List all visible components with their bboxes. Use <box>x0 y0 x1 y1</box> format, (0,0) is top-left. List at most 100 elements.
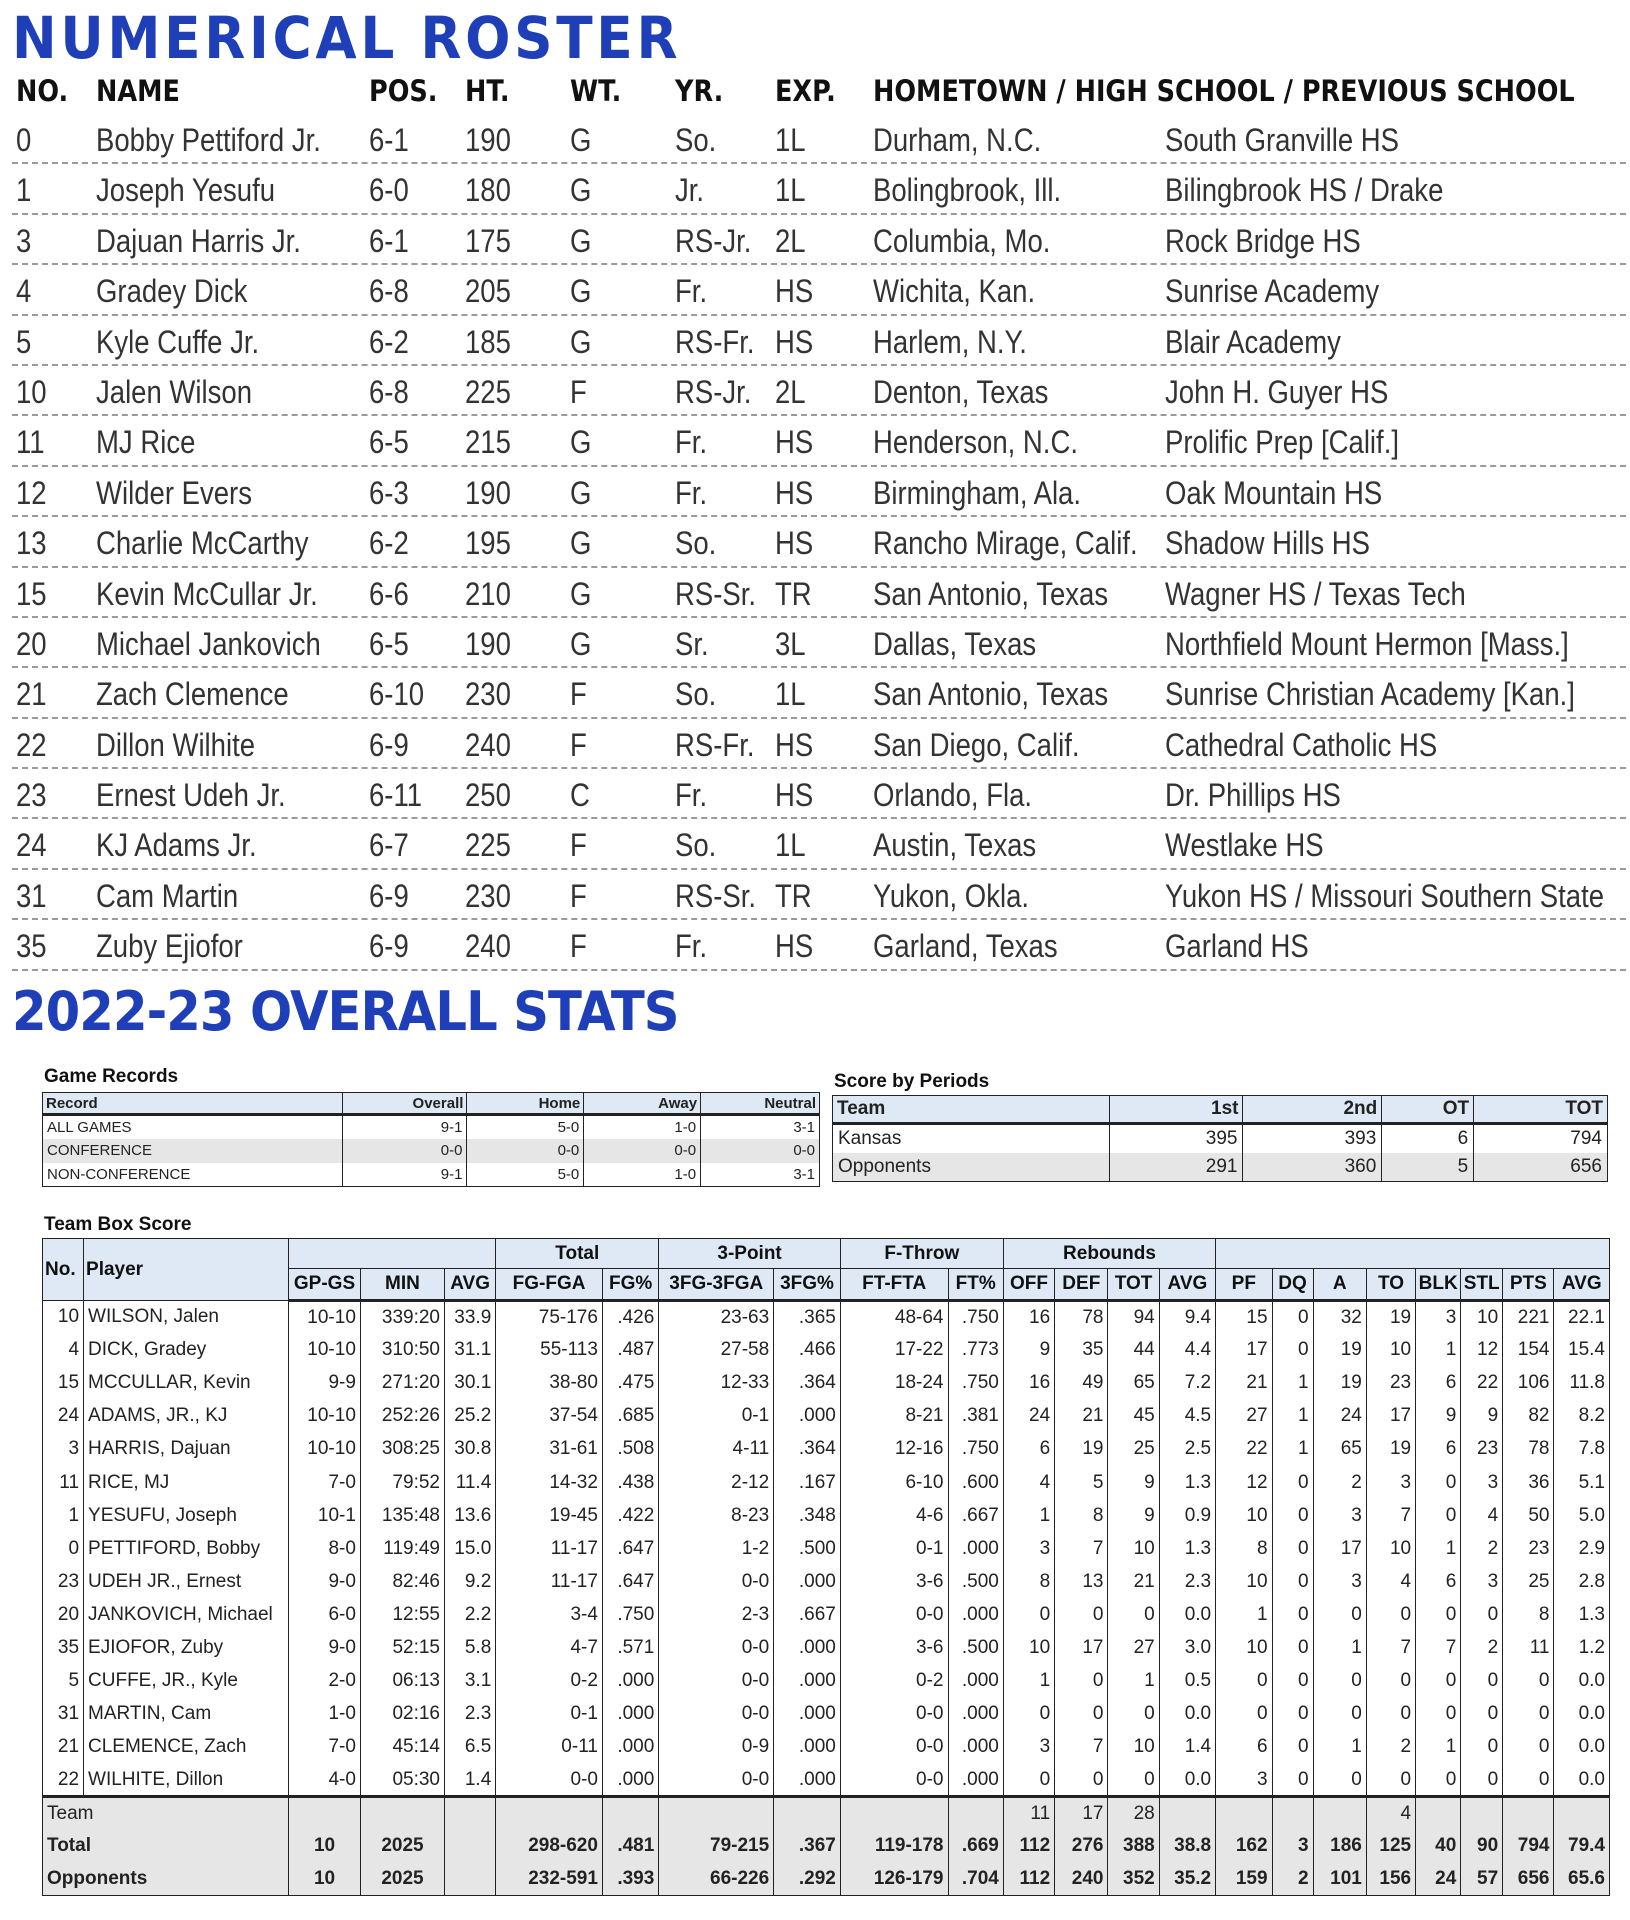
player-hometown: Wichita, Kan. <box>873 273 1036 310</box>
bs-stat-value: 3 <box>1460 1465 1504 1500</box>
bs-stat-value: 10 <box>1460 1300 1504 1334</box>
bs-stat-value: .000 <box>773 1399 841 1433</box>
roster-row: 12 Wilder Evers 6-3 190 G Fr. HS Birmingham, Al… <box>12 467 1626 518</box>
bs-stat-value: 7 <box>1365 1499 1417 1533</box>
bs-stat-value: 2 <box>1365 1730 1417 1764</box>
bs-stat-value: 78 <box>1054 1300 1109 1334</box>
bs-stat-value: 1.3 <box>1158 1465 1217 1500</box>
bs-stat-value: 19 <box>1365 1300 1417 1334</box>
player-no: 31 <box>16 877 47 914</box>
bs-stat-value: 7-0 <box>288 1730 361 1764</box>
bs-stat-value: 23-63 <box>658 1300 775 1334</box>
bs-stat-value: 9 <box>1002 1333 1056 1367</box>
bs-stat-value: .500 <box>947 1565 1004 1599</box>
bs-stat-value: 65 <box>1107 1366 1160 1400</box>
score-by-periods-table: Team 1st 2nd OT TOT Kansas 395 393 6 794 Oppo… <box>832 1095 1608 1182</box>
bs-stat-value: 78 <box>1502 1432 1555 1466</box>
totals-value: 232-591 <box>495 1862 603 1896</box>
bs-stat-value: 30.1 <box>443 1366 497 1400</box>
record-value: 0-0 <box>341 1138 468 1163</box>
player-exp: 1L <box>775 172 806 209</box>
bs-stat-value: .571 <box>601 1631 660 1665</box>
player-yr: RS-Sr. <box>675 575 757 612</box>
player-no: 24 <box>16 827 47 864</box>
bs-stat-value: .000 <box>773 1631 841 1665</box>
bs-player-no: 35 <box>41 1631 85 1665</box>
bs-stat-value: 37-54 <box>495 1399 603 1433</box>
bs-col-header: OFF <box>1002 1268 1056 1302</box>
totals-value: 57 <box>1460 1862 1504 1896</box>
bs-stat-value: 1-0 <box>288 1697 361 1731</box>
bs-stat-value: 21 <box>1054 1399 1109 1433</box>
player-pos: 6-8 <box>369 273 409 310</box>
bs-stat-value: 10 <box>1002 1631 1056 1665</box>
totals-value <box>443 1862 497 1896</box>
totals-value: .367 <box>773 1829 841 1863</box>
bs-stat-value: 0-0 <box>658 1697 775 1731</box>
bs-col-header: AVG <box>1158 1268 1217 1302</box>
bs-stat-value: 19 <box>1365 1432 1417 1466</box>
bs-stat-value: 1.4 <box>1158 1730 1217 1764</box>
sp-header-1st: 1st <box>1108 1095 1244 1125</box>
player-yr: RS-Fr. <box>675 323 755 360</box>
player-pos: 6-7 <box>369 827 409 864</box>
player-exp: HS <box>775 273 814 310</box>
bs-stat-value: 15.4 <box>1553 1333 1610 1367</box>
bs-col-header: AVG <box>1553 1268 1610 1302</box>
player-hometown: Bolingbrook, Ill. <box>873 172 1062 209</box>
bs-stat-value: 0 <box>1415 1465 1462 1500</box>
player-wt: C <box>570 777 590 814</box>
player-no: 23 <box>16 777 47 814</box>
bs-stat-value: .773 <box>947 1333 1004 1367</box>
player-ht: 190 <box>465 474 511 511</box>
bs-stat-value: 2-0 <box>288 1664 361 1698</box>
period-team: Kansas <box>832 1123 1110 1153</box>
empty-cell <box>1415 1796 1462 1830</box>
bs-stat-value: 65 <box>1312 1432 1367 1466</box>
player-exp: TR <box>775 877 812 914</box>
player-wt: F <box>570 827 587 864</box>
bs-group-3point: 3-Point <box>658 1238 841 1269</box>
bs-stat-value: 1 <box>1415 1532 1462 1566</box>
totals-value: 65.6 <box>1553 1862 1610 1896</box>
player-no: 4 <box>16 273 32 310</box>
bs-stat-value: 9-0 <box>288 1631 361 1665</box>
bs-stat-value: 7 <box>1365 1631 1417 1665</box>
period-score: 360 <box>1242 1152 1383 1182</box>
totals-value: .481 <box>601 1829 660 1863</box>
bs-col-header: AVG <box>443 1268 497 1302</box>
bs-stat-value: 0.0 <box>1158 1598 1217 1632</box>
bs-player-name: WILHITE, Dillon <box>83 1763 290 1797</box>
player-no: 3 <box>16 222 32 259</box>
player-exp: HS <box>775 726 814 763</box>
totals-label: Opponents <box>41 1862 290 1896</box>
bs-stat-value: 9.2 <box>443 1565 497 1599</box>
gr-header-record: Record <box>42 1092 343 1116</box>
bs-stat-value: 0 <box>1271 1598 1314 1632</box>
bs-stat-value: 2.3 <box>1158 1565 1217 1599</box>
bs-stat-value: 4-11 <box>658 1432 775 1466</box>
bs-stat-value: 3-6 <box>839 1565 949 1599</box>
bs-stat-value: 49 <box>1054 1366 1109 1400</box>
bs-stat-value: 10-10 <box>288 1300 361 1334</box>
empty-cell <box>1312 1796 1367 1830</box>
player-name: Charlie McCarthy <box>96 525 309 562</box>
bs-stat-value: .000 <box>773 1664 841 1698</box>
totals-value: 656 <box>1502 1862 1555 1896</box>
bs-stat-value: 1 <box>1312 1631 1367 1665</box>
empty-cell <box>1215 1796 1273 1830</box>
empty-cell <box>1271 1796 1314 1830</box>
bs-stat-value: 2.8 <box>1553 1565 1610 1599</box>
bs-stat-value: 12 <box>1215 1465 1273 1500</box>
empty-cell <box>495 1796 603 1830</box>
bs-stat-value: 3 <box>1460 1565 1504 1599</box>
bs-stat-value: 0 <box>1271 1333 1314 1367</box>
bs-stat-value: 0-2 <box>839 1664 949 1698</box>
bs-stat-value: 0-9 <box>658 1730 775 1764</box>
roster-row: 3 Dajuan Harris Jr. 6-1 175 G RS-Jr. 2L Columbi… <box>12 215 1626 266</box>
bs-col-header: TO <box>1365 1268 1417 1302</box>
period-team: Opponents <box>832 1152 1110 1182</box>
totals-value: 66-226 <box>658 1862 775 1896</box>
bs-stat-value: 6 <box>1415 1565 1462 1599</box>
player-school: Northfield Mount Hermon [Mass.] <box>1165 625 1569 662</box>
